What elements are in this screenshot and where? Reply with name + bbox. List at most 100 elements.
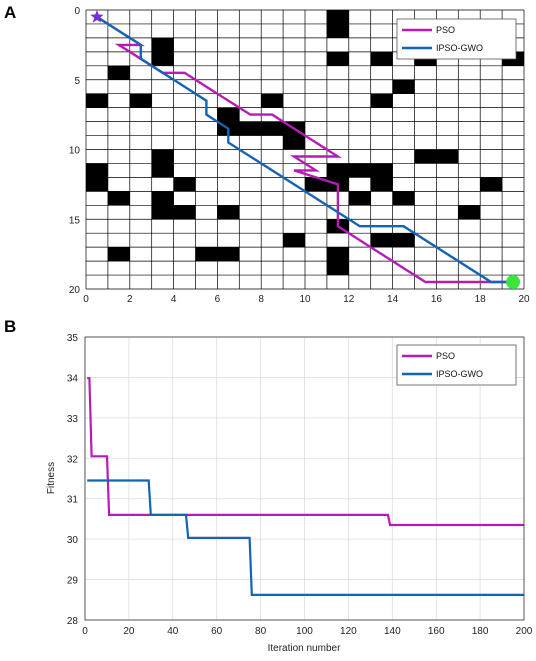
pso-path-line <box>96 15 513 284</box>
obstacle-cell <box>107 191 130 206</box>
obstacle-cell <box>151 163 174 178</box>
fitness-tick-labels: 0 20 40 60 80 100 120 140 160 180 200 28 29 30 31 32 33 3… <box>67 333 533 637</box>
obstacle-cell <box>348 191 371 206</box>
obstacle-cell <box>173 177 196 192</box>
path-layer <box>96 15 513 284</box>
y-tick-label: 33 <box>67 414 79 425</box>
map-legend-label-ipso-gwo: IPSO-GWO <box>436 43 483 53</box>
map-x-tick-label: 14 <box>387 294 399 305</box>
obstacle-cell <box>326 247 349 262</box>
x-tick-label: 120 <box>340 626 357 637</box>
map-legend-label-pso: PSO <box>436 25 455 35</box>
x-tick-label: 140 <box>384 626 401 637</box>
x-tick-label: 200 <box>516 626 533 637</box>
obstacle-cell <box>151 191 174 206</box>
fitness-legend-label-ipso-gwo: IPSO-GWO <box>436 369 483 379</box>
x-axis-title: Iteration number <box>268 643 341 654</box>
map-y-tick-label: 20 <box>69 285 81 296</box>
obstacle-cell <box>151 37 174 52</box>
obstacle-cell <box>239 121 262 136</box>
map-x-tick-label: 20 <box>518 294 530 305</box>
fitness-legend-label-pso: PSO <box>436 351 455 361</box>
obstacle-cell <box>348 163 371 178</box>
x-tick-label: 0 <box>82 626 88 637</box>
obstacle-cell <box>173 205 196 220</box>
x-tick-label: 20 <box>123 626 135 637</box>
obstacle-layer <box>86 10 524 276</box>
y-tick-label: 31 <box>67 495 79 506</box>
obstacle-cell <box>458 205 481 220</box>
fitness-chart-panel: 0 20 40 60 80 100 120 140 160 180 200 28 29 30 31 32 33 3… <box>46 333 533 654</box>
pso-fitness-line <box>87 377 524 527</box>
map-y-tick-label: 15 <box>69 215 81 226</box>
obstacle-cell <box>86 93 108 108</box>
obstacle-cell <box>107 247 130 262</box>
y-tick-label: 28 <box>67 616 79 627</box>
obstacle-cell <box>86 163 108 178</box>
map-legend: PSO IPSO-GWO <box>396 18 517 60</box>
obstacle-cell <box>195 247 218 262</box>
obstacle-cell <box>129 93 152 108</box>
obstacle-cell <box>283 135 305 150</box>
map-y-tick-label: 5 <box>74 76 80 87</box>
obstacle-cell <box>370 177 393 192</box>
map-x-tick-label: 2 <box>127 294 133 305</box>
obstacle-cell <box>370 233 393 248</box>
goal-marker <box>506 275 521 290</box>
obstacle-cell <box>414 149 437 164</box>
ipso-gwo-fitness-line <box>87 479 524 597</box>
obstacle-cell <box>392 191 415 206</box>
obstacle-cell <box>370 51 393 66</box>
fitness-lines <box>87 377 524 597</box>
obstacle-cell <box>151 149 174 164</box>
y-tick-label: 30 <box>67 535 79 546</box>
map-y-tick-label: 0 <box>74 6 80 17</box>
obstacle-cell <box>217 205 240 220</box>
x-tick-label: 80 <box>255 626 267 637</box>
map-x-tick-label: 4 <box>171 294 177 305</box>
obstacle-cell <box>392 79 415 94</box>
obstacle-cell <box>480 177 503 192</box>
obstacle-cell <box>283 233 305 248</box>
start-marker <box>90 10 104 23</box>
fitness-legend: PSO IPSO-GWO <box>396 344 517 386</box>
obstacle-cell <box>217 247 240 262</box>
x-tick-label: 40 <box>167 626 179 637</box>
x-tick-label: 100 <box>296 626 313 637</box>
y-tick-label: 34 <box>67 373 79 384</box>
obstacle-cell <box>436 149 459 164</box>
obstacle-cell <box>107 65 130 80</box>
map-x-tick-label: 12 <box>343 294 355 305</box>
map-x-tick-label: 8 <box>258 294 264 305</box>
y-tick-label: 35 <box>67 333 79 344</box>
fitness-legend-box <box>396 344 517 386</box>
obstacle-cell <box>370 93 393 108</box>
obstacle-cell <box>326 23 349 38</box>
obstacle-cell <box>326 51 349 66</box>
ipso-gwo-path-line <box>96 15 513 284</box>
panel-label-b: B <box>4 317 16 336</box>
plot-frame <box>84 336 525 621</box>
panel-label-a: A <box>4 3 16 22</box>
map-x-tick-label: 0 <box>83 294 89 305</box>
obstacle-cell <box>392 233 415 248</box>
obstacle-cell <box>151 205 174 220</box>
map-y-tick-label: 10 <box>69 146 81 157</box>
x-tick-label: 180 <box>472 626 489 637</box>
y-axis-title: Fitness <box>46 462 57 494</box>
obstacle-cell <box>261 121 284 136</box>
map-x-tick-label: 6 <box>215 294 221 305</box>
obstacle-cell <box>86 177 108 192</box>
map-x-tick-label: 10 <box>299 294 311 305</box>
x-tick-label: 60 <box>211 626 223 637</box>
marker-layer <box>90 10 521 290</box>
obstacle-cell <box>326 261 349 276</box>
obstacle-cell <box>326 163 349 178</box>
obstacle-cell <box>326 10 349 24</box>
y-tick-label: 32 <box>67 454 79 465</box>
map-legend-box <box>396 18 517 60</box>
obstacle-cell <box>151 51 174 66</box>
x-tick-label: 160 <box>428 626 445 637</box>
